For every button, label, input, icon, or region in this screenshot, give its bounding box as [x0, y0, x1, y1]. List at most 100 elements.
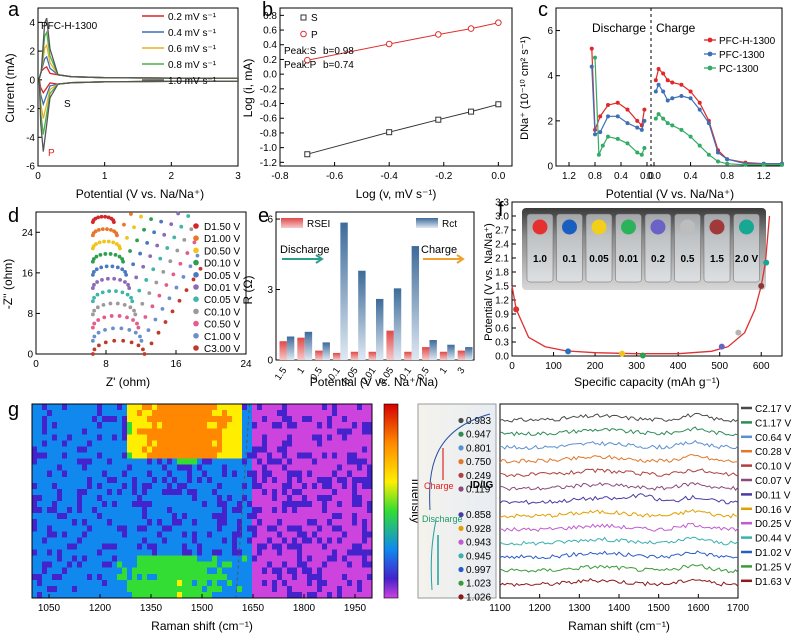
ylabel-e: R (Ω): [241, 276, 255, 305]
heatmap-cell: [242, 434, 248, 441]
heatmap-cell: [177, 555, 183, 562]
heatmap-cell: [117, 525, 123, 532]
heatmap-cell: [222, 470, 228, 478]
nyquist-point: [170, 309, 175, 314]
heatmap-cell: [62, 410, 68, 417]
nyquist-point: [92, 308, 97, 313]
heatmap-cell: [302, 513, 308, 520]
diffusion-point: [716, 150, 720, 155]
heatmap-cell: [107, 507, 113, 514]
x-axis-f-tick-label: 100: [545, 361, 562, 372]
heatmap-cell: [132, 543, 138, 550]
heatmap-cell: [52, 555, 58, 562]
heatmap-cell: [182, 543, 188, 550]
heatmap-cell: [322, 452, 328, 459]
heatmap-cell: [337, 446, 343, 453]
heatmap-cell: [107, 470, 113, 478]
heatmap-cell: [252, 585, 258, 593]
heatmap-cell: [282, 428, 288, 435]
heatmap-cell: [197, 410, 203, 417]
heatmap-cell: [162, 494, 168, 502]
legend-label-g: C0.07 V: [755, 476, 791, 487]
heatmap-cell: [137, 416, 143, 423]
ratio-value: 1.026: [466, 592, 491, 603]
heatmap-cell: [72, 561, 78, 568]
heatmap-cell: [182, 434, 188, 441]
heatmap-cell: [287, 573, 293, 581]
heatmap-cell: [257, 591, 263, 599]
heatmap-cell: [247, 513, 253, 520]
heatmap-cell: [122, 573, 128, 581]
nyquist-point: [139, 338, 144, 343]
heatmap-cell: [272, 476, 278, 484]
heatmap-cell: [97, 410, 103, 417]
panel-letter-c: c: [538, 0, 548, 21]
x-axis-g-spectra-tick-label: 1600: [687, 603, 710, 614]
heatmap-cell: [217, 482, 223, 490]
heatmap-cell: [152, 531, 158, 538]
heatmap-cell: [217, 513, 223, 520]
heatmap-cell: [322, 507, 328, 514]
heatmap-cell: [57, 525, 63, 532]
x-axis-d-tick-label: 0: [33, 359, 39, 370]
heatmap-cell: [252, 543, 258, 550]
heatmap-cell: [92, 452, 98, 459]
heatmap-cell: [292, 482, 298, 490]
heatmap-cell: [292, 428, 298, 435]
legend-label-d: C1.00 V: [204, 332, 240, 343]
heatmap-cell: [302, 488, 308, 496]
heatmap-cell: [102, 579, 108, 587]
heatmap-cell: [277, 428, 283, 435]
heatmap-cell: [157, 446, 163, 453]
heatmap-cell: [342, 494, 348, 502]
heatmap-cell: [212, 404, 218, 411]
heatmap-cell: [177, 501, 183, 508]
heatmap-cell: [337, 488, 343, 496]
nyquist-point: [148, 254, 153, 259]
heatmap-cell: [242, 446, 248, 453]
diffusion-point: [688, 89, 693, 94]
heatmap-cell: [262, 458, 268, 465]
heatmap-cell: [237, 464, 243, 471]
heatmap-cell: [87, 434, 93, 441]
heatmap-cell: [72, 567, 78, 575]
heatmap-cell: [287, 549, 293, 556]
heatmap-cell: [242, 567, 248, 575]
heatmap-cell: [132, 488, 138, 496]
heatmap-cell: [42, 434, 48, 441]
heatmap-cell: [177, 404, 183, 411]
heatmap-cell: [317, 543, 323, 550]
heatmap-cell: [122, 488, 128, 496]
heatmap-cell: [297, 488, 303, 496]
nyquist-point: [103, 252, 108, 256]
heatmap-cell: [67, 561, 73, 568]
heatmap-cell: [127, 543, 133, 550]
heatmap-cell: [57, 476, 63, 484]
ratio-marker: [458, 472, 464, 478]
heatmap-cell: [337, 543, 343, 550]
heatmap-cell: [157, 591, 163, 599]
heatmap-cell: [102, 404, 108, 411]
bar-rsei: [368, 351, 376, 360]
nyquist-point: [147, 291, 152, 296]
heatmap-cell: [172, 464, 178, 471]
diffusion-point: [665, 121, 670, 126]
heatmap-cell: [172, 482, 178, 490]
heatmap-cell: [292, 537, 298, 544]
heatmap-cell: [187, 440, 193, 447]
heatmap-cell: [192, 404, 198, 411]
heatmap-cell: [42, 494, 48, 502]
heatmap-cell: [137, 513, 143, 520]
heatmap-cell: [282, 585, 288, 593]
heatmap-cell: [62, 428, 68, 435]
heatmap-cell: [282, 410, 288, 417]
vial: [585, 213, 613, 283]
heatmap-cell: [237, 458, 243, 465]
heatmap-cell: [142, 410, 148, 417]
legend-label-d: C0.05 V: [204, 295, 240, 306]
heatmap-cell: [52, 422, 58, 429]
heatmap-cell: [82, 446, 88, 453]
heatmap-cell: [72, 494, 78, 502]
heatmap-cell: [222, 561, 228, 568]
